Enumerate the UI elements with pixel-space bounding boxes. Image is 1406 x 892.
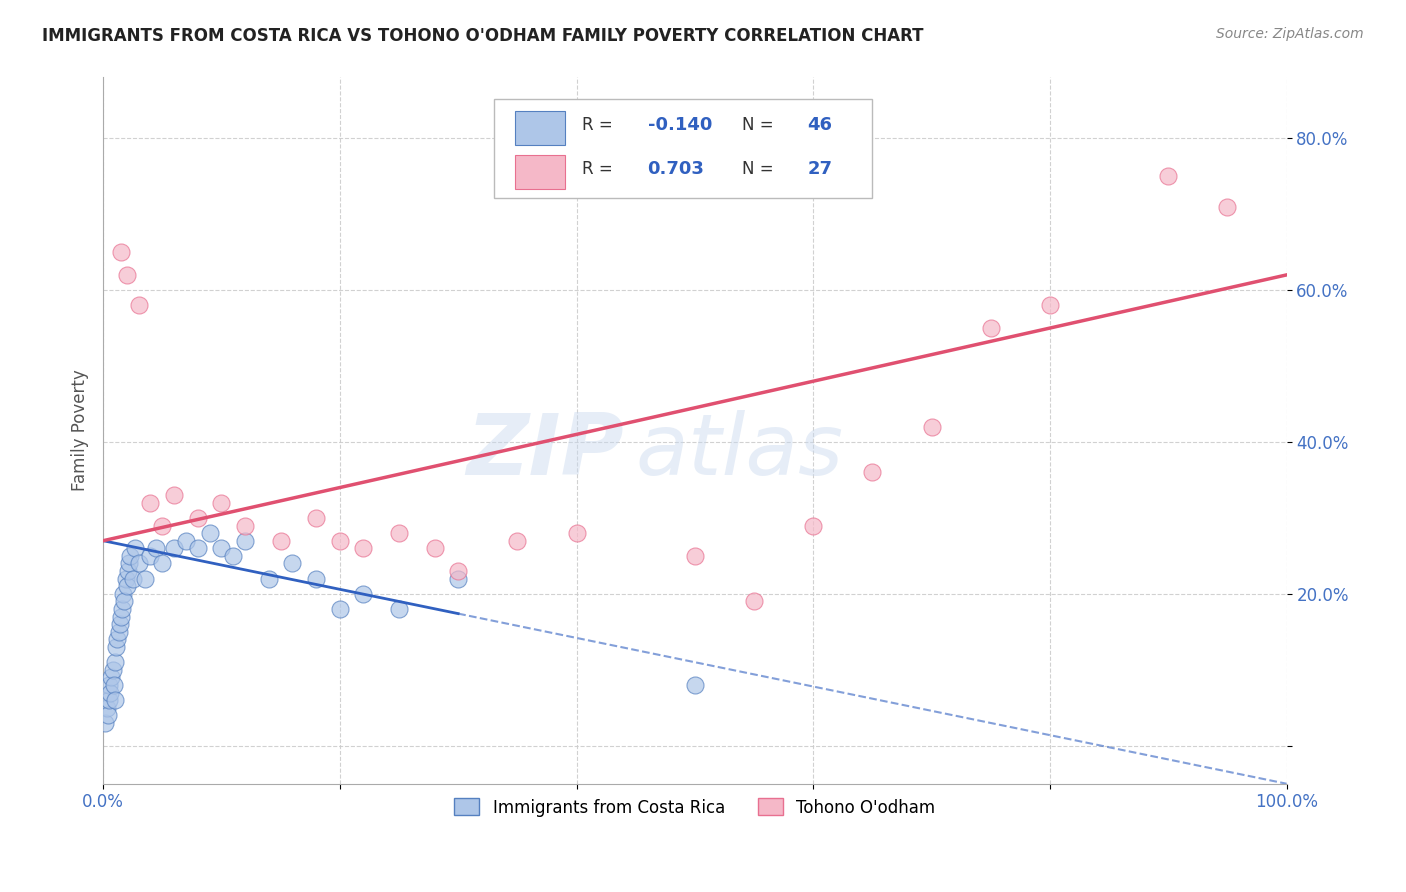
FancyBboxPatch shape xyxy=(494,99,872,197)
Point xyxy=(108,617,131,632)
Text: Source: ZipAtlas.com: Source: ZipAtlas.com xyxy=(1216,27,1364,41)
Point xyxy=(211,541,233,556)
Point xyxy=(980,321,1002,335)
Point xyxy=(257,572,280,586)
Point xyxy=(104,693,127,707)
Point xyxy=(121,572,143,586)
Text: ZIP: ZIP xyxy=(467,410,624,493)
Point xyxy=(97,708,120,723)
Point xyxy=(163,488,186,502)
Point xyxy=(281,557,304,571)
Text: IMMIGRANTS FROM COSTA RICA VS TOHONO O'ODHAM FAMILY POVERTY CORRELATION CHART: IMMIGRANTS FROM COSTA RICA VS TOHONO O'O… xyxy=(42,27,924,45)
Point xyxy=(115,579,138,593)
Text: R =: R = xyxy=(582,117,619,135)
Point xyxy=(117,564,139,578)
Text: N =: N = xyxy=(742,161,779,178)
Point xyxy=(98,678,121,692)
Point xyxy=(447,564,470,578)
Point xyxy=(921,419,943,434)
Point xyxy=(683,678,706,692)
Point xyxy=(124,541,146,556)
FancyBboxPatch shape xyxy=(515,155,565,189)
Point xyxy=(233,533,256,548)
Point xyxy=(118,557,141,571)
Point xyxy=(270,533,292,548)
Point xyxy=(683,549,706,563)
Point xyxy=(128,557,150,571)
Point xyxy=(100,670,122,684)
Point xyxy=(105,640,128,654)
Text: 46: 46 xyxy=(807,117,832,135)
Point xyxy=(134,572,156,586)
Point xyxy=(98,693,121,707)
Point xyxy=(305,572,328,586)
Point xyxy=(110,609,132,624)
Text: R =: R = xyxy=(582,161,619,178)
Point xyxy=(1216,200,1239,214)
Point xyxy=(801,518,824,533)
Point xyxy=(150,518,173,533)
Point xyxy=(1039,298,1062,312)
Point xyxy=(114,572,136,586)
Text: 0.703: 0.703 xyxy=(648,161,704,178)
Point xyxy=(353,541,375,556)
Point xyxy=(198,526,221,541)
Point xyxy=(103,678,125,692)
Point xyxy=(388,602,411,616)
Point xyxy=(447,572,470,586)
Point xyxy=(1157,169,1180,183)
Point xyxy=(353,587,375,601)
Point xyxy=(139,549,162,563)
Point xyxy=(111,602,134,616)
Point xyxy=(163,541,186,556)
Point xyxy=(860,466,883,480)
Point xyxy=(120,549,142,563)
Point xyxy=(98,685,121,699)
Point xyxy=(305,511,328,525)
Point xyxy=(94,716,117,731)
Point xyxy=(150,557,173,571)
Point xyxy=(174,533,197,548)
Point xyxy=(112,587,135,601)
Point xyxy=(423,541,446,556)
Text: atlas: atlas xyxy=(636,410,844,493)
Point xyxy=(101,663,124,677)
Point xyxy=(145,541,167,556)
Point xyxy=(96,700,118,714)
Legend: Immigrants from Costa Rica, Tohono O'odham: Immigrants from Costa Rica, Tohono O'odh… xyxy=(446,790,943,825)
Point xyxy=(110,245,132,260)
Point xyxy=(187,541,209,556)
Point xyxy=(107,624,129,639)
Point xyxy=(742,594,765,608)
Y-axis label: Family Poverty: Family Poverty xyxy=(72,369,89,491)
Text: 27: 27 xyxy=(807,161,832,178)
Point xyxy=(211,496,233,510)
Point xyxy=(222,549,245,563)
Point xyxy=(388,526,411,541)
Point xyxy=(565,526,588,541)
Point xyxy=(139,496,162,510)
Text: -0.140: -0.140 xyxy=(648,117,711,135)
FancyBboxPatch shape xyxy=(515,112,565,145)
Point xyxy=(114,594,136,608)
Point xyxy=(115,268,138,282)
Point xyxy=(506,533,529,548)
Point xyxy=(329,533,352,548)
Point xyxy=(128,298,150,312)
Point xyxy=(105,632,128,647)
Point xyxy=(329,602,352,616)
Point xyxy=(233,518,256,533)
Text: N =: N = xyxy=(742,117,779,135)
Point xyxy=(187,511,209,525)
Point xyxy=(104,655,127,669)
